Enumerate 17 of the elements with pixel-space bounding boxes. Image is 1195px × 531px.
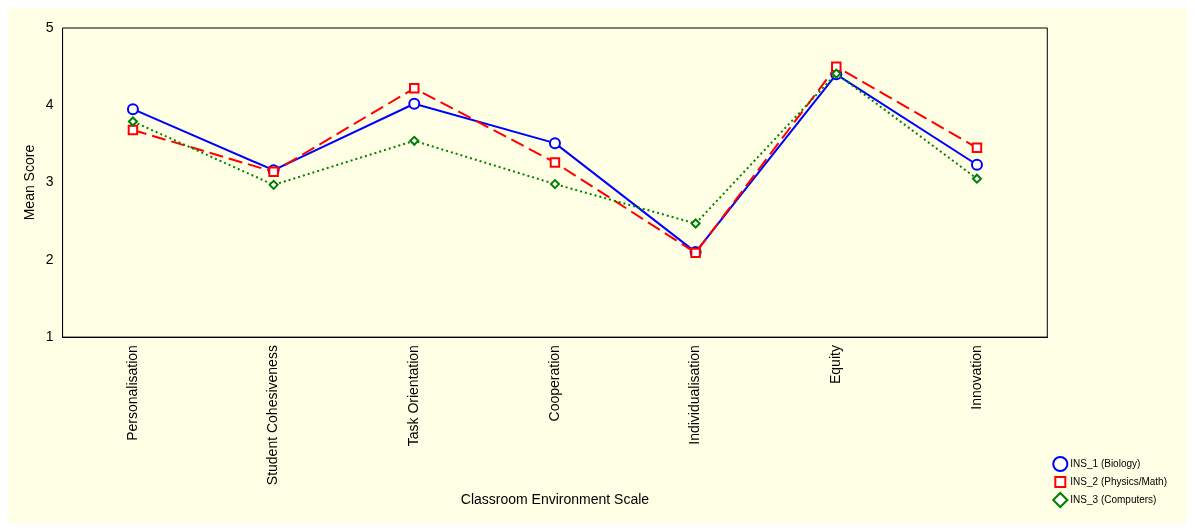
- y-tick-label: 4: [45, 96, 54, 113]
- y-tick-label: 5: [45, 18, 54, 35]
- y-axis-title: Mean Score: [21, 144, 38, 221]
- y-tick-label: 1: [45, 327, 54, 344]
- y-tick-label: 3: [45, 173, 54, 190]
- x-axis-title: Classroom Environment Scale: [460, 491, 650, 508]
- x-tick-label: Student Cohesiveness: [264, 345, 281, 486]
- x-tick-label: Task Orientation: [405, 345, 422, 447]
- x-tick-label: Individualisation: [686, 345, 703, 445]
- legend-label: INS_3 (Computers): [1070, 493, 1157, 505]
- legend-label: INS_1 (Biology): [1070, 457, 1141, 469]
- y-tick-label: 2: [45, 250, 54, 267]
- x-tick-label: Innovation: [967, 345, 984, 410]
- x-tick-label: Equity: [827, 345, 844, 385]
- x-tick-label: Cooperation: [545, 345, 562, 422]
- legend-label: INS_2 (Physics/Math): [1070, 475, 1168, 487]
- x-tick-label: Personalisation: [123, 345, 140, 441]
